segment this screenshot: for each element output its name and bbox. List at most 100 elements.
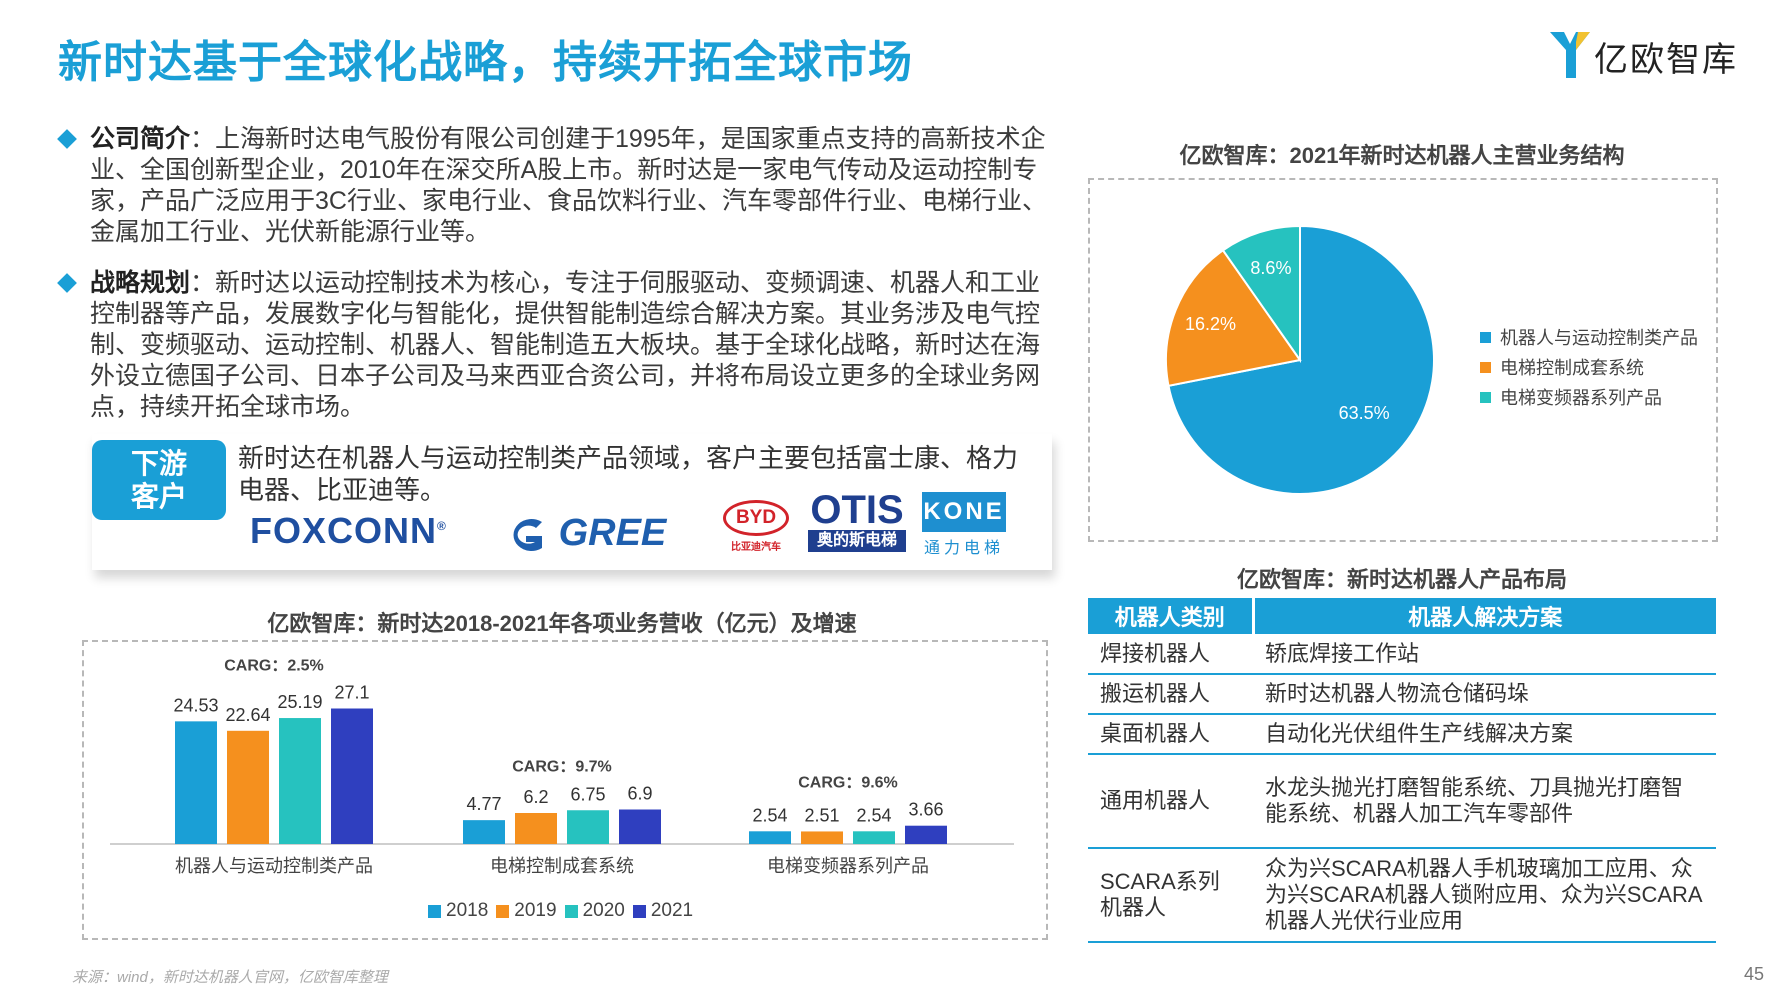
bar-category-label: 电梯控制成套系统 bbox=[490, 856, 634, 876]
table-cell-category: SCARA系列机器人 bbox=[1088, 848, 1253, 943]
customers-text: 新时达在机器人与运动控制类产品领域，客户主要包括富士康、格力电器、比亚迪等。 bbox=[238, 443, 1019, 505]
pie-legend: 机器人与运动控制类产品电梯控制成套系统电梯变频器系列产品 bbox=[1480, 322, 1698, 412]
byd-logo-mark: BYD bbox=[723, 500, 789, 536]
table-row: 桌面机器人 自动化光伏组件生产线解决方案 bbox=[1088, 714, 1716, 755]
source-note: 来源：wind，新时达机器人官网，亿欧智库整理 bbox=[72, 969, 388, 986]
pie-slice-label: 8.6% bbox=[1250, 258, 1291, 278]
bar-legend-item: 2021 bbox=[632, 900, 694, 922]
bar-legend-label: 2018 bbox=[446, 900, 489, 921]
table-cell-solution: 自动化光伏组件生产线解决方案 bbox=[1253, 714, 1716, 755]
bar-legend-item: 2018 bbox=[428, 900, 488, 922]
bar-value-label: 2.54 bbox=[856, 805, 891, 825]
bar-growth-label: CARG：9.7% bbox=[512, 759, 612, 776]
strategy-bullet: 战略规划：新时达以运动控制技术为核心，专注于伺服驱动、变频调速、机器人和工业控制… bbox=[57, 268, 1058, 423]
intro-bullet: 公司简介：上海新时达电气股份有限公司创建于1995年，是国家重点支持的高新技术企… bbox=[57, 124, 1058, 248]
bar-value-label: 2.51 bbox=[804, 805, 839, 825]
bar bbox=[331, 708, 373, 844]
bar-category-label: 电梯变频器系列产品 bbox=[767, 856, 929, 876]
bar-value-label: 25.19 bbox=[277, 692, 322, 712]
table-row: SCARA系列机器人 众为兴SCARA机器人手机玻璃加工应用、众为兴SCARA机… bbox=[1088, 848, 1716, 943]
gree-logo: GREE bbox=[502, 512, 666, 555]
table-cell-category: 桌面机器人 bbox=[1088, 714, 1253, 755]
kone-logo-text: KONE bbox=[922, 492, 1006, 532]
logo-icon bbox=[1550, 32, 1590, 78]
bar-value-label: 27.1 bbox=[334, 683, 369, 703]
table-row: 通用机器人 水龙头抛光打磨智能系统、刀具抛光打磨智能系统、机器人加工汽车零部件 bbox=[1088, 754, 1716, 849]
robot-product-table: 机器人类别 机器人解决方案 焊接机器人 轿底焊接工作站 搬运机器人 新时达机器人… bbox=[1088, 598, 1716, 943]
byd-logo-cn: 比亚迪汽车 bbox=[731, 542, 781, 553]
bar bbox=[905, 825, 947, 844]
bar-value-label: 6.2 bbox=[523, 787, 548, 807]
bar bbox=[463, 820, 505, 844]
bar bbox=[567, 810, 609, 844]
logo: 亿欧智库 bbox=[1548, 26, 1748, 82]
strategy-text: ：新时达以运动控制技术为核心，专注于伺服驱动、变频调速、机器人和工业控制器等产品… bbox=[90, 269, 1041, 421]
table-cell-solution: 新时达机器人物流仓储码垛 bbox=[1253, 674, 1716, 715]
pie-slice bbox=[1221, 224, 1301, 364]
bar-legend-item: 2020 bbox=[564, 900, 625, 922]
table-cell-category: 搬运机器人 bbox=[1088, 674, 1253, 715]
bar-value-label: 6.9 bbox=[627, 784, 652, 804]
foxconn-logo-text: FOXCONN bbox=[250, 510, 437, 551]
pie-legend-swatch bbox=[1480, 391, 1491, 403]
bar-value-label: 4.77 bbox=[466, 794, 501, 814]
bar bbox=[175, 721, 217, 844]
bar bbox=[279, 718, 321, 844]
pie-slice-label: 63.5% bbox=[1339, 403, 1390, 423]
bar bbox=[853, 831, 895, 844]
bar-growth-label: CARG：2.5% bbox=[224, 658, 324, 675]
bar-legend-swatch bbox=[428, 904, 441, 918]
bar-value-label: 22.64 bbox=[225, 705, 270, 725]
table-header-category: 机器人类别 bbox=[1088, 598, 1255, 634]
pie-legend-swatch bbox=[1480, 361, 1491, 373]
bullet-diamond-icon bbox=[57, 129, 77, 149]
table-cell-solution: 众为兴SCARA机器人手机玻璃加工应用、众为兴SCARA机器人锁附应用、众为兴S… bbox=[1253, 848, 1716, 943]
page-title: 新时达基于全球化战略，持续开拓全球市场 bbox=[58, 38, 913, 87]
foxconn-logo: FOXCONN® bbox=[250, 510, 447, 552]
bar-growth-label: CARG：9.6% bbox=[798, 775, 898, 792]
intro-text: ：上海新时达电气股份有限公司创建于1995年，是国家重点支持的高新技术企业、全国… bbox=[90, 125, 1047, 246]
bar bbox=[619, 809, 661, 844]
kone-logo-cn: 通力电梯 bbox=[923, 540, 1004, 557]
bar-legend-item: 2019 bbox=[496, 900, 557, 922]
kone-logo: KONE 通力电梯 bbox=[922, 492, 1006, 558]
bar-value-label: 6.75 bbox=[570, 784, 605, 804]
pie-legend-item: 电梯变频器系列产品 bbox=[1480, 382, 1698, 412]
bar-value-label: 2.54 bbox=[752, 805, 787, 825]
pie-chart-frame bbox=[1088, 178, 1718, 542]
bar-legend-label: 2020 bbox=[582, 900, 625, 921]
pie-slice bbox=[1165, 248, 1302, 387]
pie-slice-label: 16.2% bbox=[1185, 314, 1236, 334]
bar-chart-title: 亿欧智库：新时达2018-2021年各项业务营收（亿元）及增速 bbox=[267, 611, 857, 636]
intro-label: 公司简介 bbox=[90, 125, 191, 153]
bullet-diamond-icon bbox=[57, 273, 77, 293]
bar-chart-frame bbox=[82, 640, 1048, 940]
table-cell-solution: 水龙头抛光打磨智能系统、刀具抛光打磨智能系统、机器人加工汽车零部件 bbox=[1253, 754, 1716, 849]
otis-logo: OTIS 奥的斯电梯 bbox=[808, 490, 906, 552]
bar-value-label: 3.66 bbox=[908, 800, 943, 820]
pie-slice bbox=[1167, 224, 1435, 495]
table-cell-category: 通用机器人 bbox=[1088, 754, 1253, 849]
table-title: 亿欧智库：新时达机器人产品布局 bbox=[1236, 567, 1567, 592]
pie-legend-label: 电梯变频器系列产品 bbox=[1500, 388, 1662, 408]
customers-tag-line2: 客户 bbox=[130, 481, 187, 512]
otis-logo-text: OTIS bbox=[810, 488, 904, 532]
bar-value-label: 24.53 bbox=[173, 695, 218, 715]
bar-legend-swatch bbox=[496, 904, 510, 918]
bar-legend-label: 2019 bbox=[514, 900, 557, 921]
customers-box: 下游 客户 新时达在机器人与运动控制类产品领域，客户主要包括富士康、格力电器、比… bbox=[92, 434, 1052, 570]
bar-legend-label: 2021 bbox=[650, 900, 694, 921]
customers-tag-line1: 下游 bbox=[130, 448, 187, 479]
pie-chart: 63.5% 16.2% 8.6% bbox=[1165, 224, 1435, 495]
bar bbox=[515, 813, 557, 844]
pie-legend-item: 电梯控制成套系统 bbox=[1480, 352, 1698, 382]
bar-chart: 24.53 22.64 25.19 27.1 机器人与运动控制类产品 CARG：2.5% 4… bbox=[110, 658, 1014, 876]
bar bbox=[227, 730, 269, 844]
pie-legend-label: 机器人与运动控制类产品 bbox=[1500, 328, 1698, 348]
byd-logo: BYD 比亚迪汽车 bbox=[720, 500, 792, 553]
bar-category-label: 机器人与运动控制类产品 bbox=[175, 856, 373, 876]
gree-logo-text: GREE bbox=[558, 512, 667, 554]
gree-mark-icon bbox=[513, 518, 542, 551]
logo-text: 亿欧智库 bbox=[1594, 41, 1738, 79]
bar bbox=[749, 831, 791, 844]
